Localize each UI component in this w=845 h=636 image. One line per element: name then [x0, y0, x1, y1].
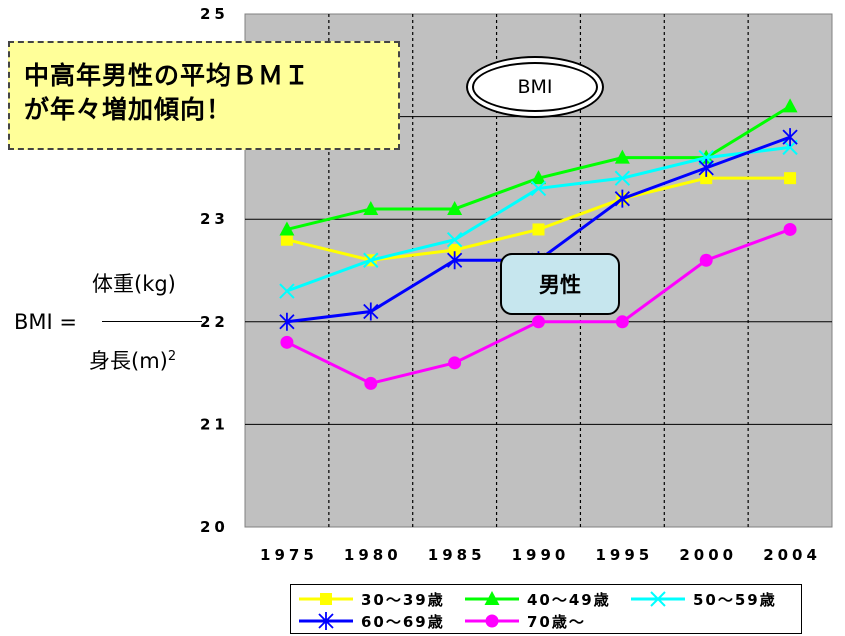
x-tick-label: 1990: [512, 546, 570, 564]
chart-legend: 30～39歳 40～49歳 50～59歳 60～69歳 70歳～: [290, 584, 802, 634]
legend-swatch-marker: [485, 614, 499, 628]
axis-ticks: 20 21 22 23 25 1975 1980 1985 1990 1995 2000 2004: [200, 5, 821, 564]
y-tick-label: 25: [200, 5, 229, 23]
data-point: [614, 170, 631, 186]
data-point: [448, 356, 462, 370]
data-point: [783, 222, 797, 236]
formula-denominator: 身長(m)2: [89, 345, 176, 375]
data-point: [614, 189, 630, 208]
data-point: [531, 170, 546, 185]
data-point: [448, 243, 461, 256]
legend-swatch: [465, 614, 519, 628]
formula-exponent: 2: [167, 349, 177, 364]
data-point: [447, 200, 463, 215]
sex-label-box: 男性: [500, 253, 620, 315]
data-point: [700, 172, 713, 185]
legend-swatch: [299, 593, 353, 605]
data-point: [364, 376, 378, 390]
data-point: [782, 98, 798, 113]
formula-lhs: BMI =: [14, 310, 77, 334]
legend-label: 50～59歳: [693, 591, 777, 609]
y-tick-label: 20: [200, 518, 229, 536]
data-point: [279, 312, 295, 331]
data-point: [530, 180, 547, 197]
legend-swatch-marker: [320, 593, 332, 605]
legend-swatch-marker: [650, 591, 666, 607]
x-tick-label: 1980: [344, 546, 402, 564]
data-point: [446, 232, 463, 248]
data-point: [363, 200, 379, 215]
series-5: [280, 222, 797, 390]
x-tick-label: 1985: [428, 546, 486, 564]
data-point: [614, 149, 630, 164]
data-point: [363, 302, 379, 321]
formula-fraction-bar: [102, 321, 202, 322]
data-point: [447, 251, 463, 270]
x-tick-label: 1975: [260, 546, 318, 564]
legend-swatch: [631, 591, 685, 607]
headline-line-1: 中高年男性の平均ＢＭＩ: [24, 61, 311, 90]
data-point: [784, 172, 797, 185]
data-point: [782, 128, 798, 147]
x-tick-label: 2004: [763, 546, 821, 564]
legend-swatch-marker: [318, 612, 334, 630]
legend-label: 40～49歳: [527, 591, 611, 609]
series-group: [279, 98, 798, 390]
data-point: [363, 252, 379, 268]
y-tick-label: 21: [200, 415, 229, 433]
x-tick-label: 1995: [595, 546, 653, 564]
y-tick-label: 22: [200, 313, 229, 331]
data-point: [532, 315, 545, 329]
data-point: [280, 233, 293, 246]
x-tick-label: 2000: [679, 546, 737, 564]
formula-numerator: 体重(kg): [92, 272, 176, 296]
legend-swatch-marker: [484, 591, 500, 605]
bmi-oval-label: BMI: [472, 62, 598, 112]
formula-denominator-text: 身長(m): [89, 349, 168, 373]
data-point: [699, 253, 713, 267]
y-tick-label: 23: [200, 210, 229, 228]
legend-swatch: [465, 591, 519, 605]
data-point: [279, 221, 295, 236]
data-point: [532, 223, 545, 236]
legend-label: 70歳～: [527, 613, 586, 631]
bmi-oval-badge: BMI: [466, 56, 604, 118]
headline-line-2: が年々増加傾向！: [24, 95, 233, 124]
legend-label: 60～69歳: [361, 613, 445, 631]
data-point: [698, 158, 714, 177]
headline-callout: 中高年男性の平均ＢＭＩ が年々増加傾向！: [8, 41, 400, 150]
legend-label: 30～39歳: [361, 591, 445, 609]
legend-swatch: [299, 612, 353, 630]
data-point: [280, 335, 294, 349]
data-point: [615, 315, 629, 329]
data-point: [279, 283, 295, 299]
